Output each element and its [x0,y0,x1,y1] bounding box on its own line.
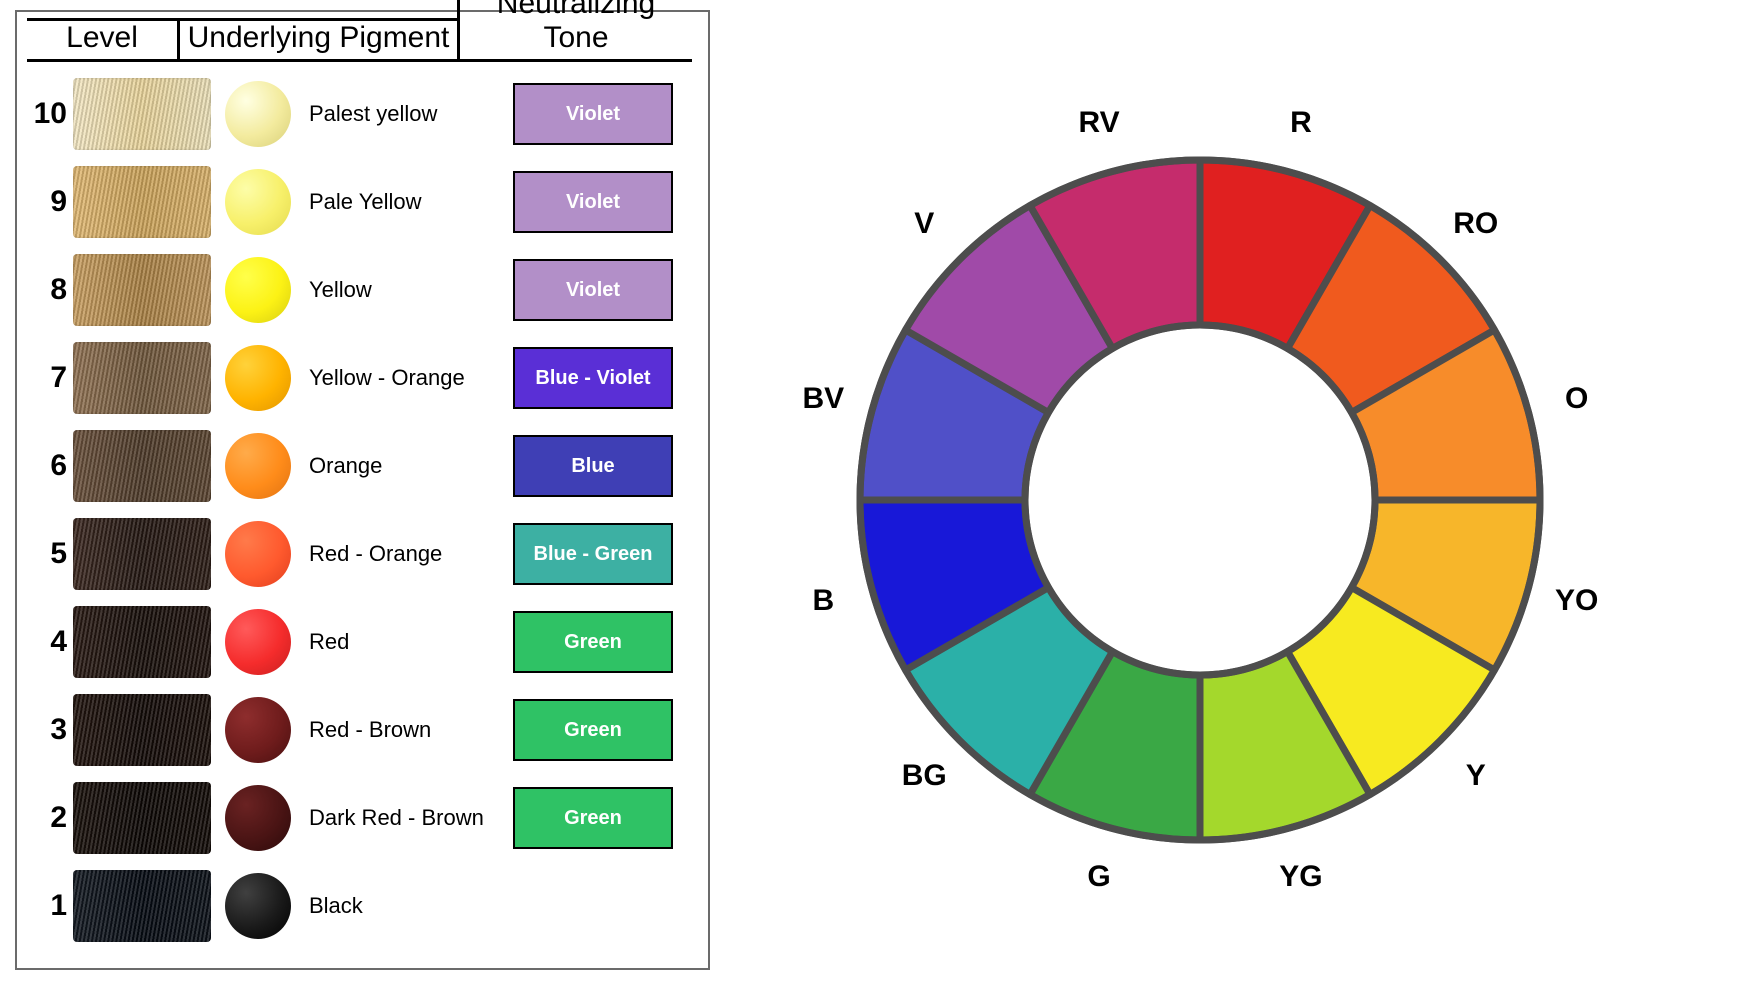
neutralizing-tone: Green [513,699,673,761]
hair-swatch [73,254,211,326]
hair-swatch [73,870,211,942]
header-neutralize: Neutralizing Tone [457,0,692,62]
wheel-label-yg: YG [1279,860,1322,894]
table-row: 4 RedGreen [27,598,698,686]
wheel-label-b: B [812,584,834,618]
neutralizing-tone: Violet [513,83,673,145]
level-number: 3 [27,713,73,747]
pigment-name: Red [309,629,509,655]
wheel-label-rv: RV [1078,106,1119,140]
wheel-label-o: O [1565,382,1588,416]
level-number: 1 [27,889,73,923]
pigment-name: Orange [309,453,509,479]
neutralizing-tone: Green [513,787,673,849]
level-number: 9 [27,185,73,219]
neutralizing-tone: Violet [513,259,673,321]
header-pigment: Underlying Pigment [177,18,457,62]
hair-swatch [73,606,211,678]
wheel-label-bv: BV [802,382,844,416]
table-body: 10Palest yellowViolet9Pale YellowViolet8… [27,70,698,950]
pigment-ball [225,785,291,851]
level-number: 7 [27,361,73,395]
neutralizing-tone: Blue - Violet [513,347,673,409]
level-number: 6 [27,449,73,483]
hair-swatch [73,78,211,150]
pigment-ball [225,433,291,499]
neutralizing-tone: Blue - Green [513,523,673,585]
hair-swatch [73,518,211,590]
wheel-inner-ring [1025,325,1375,675]
wheel-label-r: R [1290,106,1312,140]
pigment-ball [225,169,291,235]
pigment-ball [225,257,291,323]
level-number: 4 [27,625,73,659]
pigment-ball [225,81,291,147]
table-row: 8 YellowViolet [27,246,698,334]
pigment-name: Dark Red - Brown [309,805,509,831]
wheel-label-yo: YO [1555,584,1598,618]
neutralizing-tone: Green [513,611,673,673]
pigment-ball [225,521,291,587]
color-wheel: R RO O YO Y YG G BG B BV V RV [770,70,1670,970]
hair-swatch [73,782,211,854]
wheel-label-v: V [914,207,934,241]
color-wheel-svg [770,70,1630,930]
neutralizing-tone: Blue [513,435,673,497]
pigment-ball [225,345,291,411]
wheel-label-bg: BG [902,759,947,793]
neutralizing-tone: Violet [513,171,673,233]
table-row: 3 Red - BrownGreen [27,686,698,774]
table-header-row: Level Underlying Pigment Neutralizing To… [27,18,698,62]
hair-swatch [73,342,211,414]
table-row: 5 Red - OrangeBlue - Green [27,510,698,598]
hair-swatch [73,430,211,502]
pigment-table: Level Underlying Pigment Neutralizing To… [15,10,710,970]
table-row: 1 Black [27,862,698,950]
hair-swatch [73,166,211,238]
pigment-name: Palest yellow [309,101,509,127]
pigment-name: Black [309,893,509,919]
pigment-name: Pale Yellow [309,189,509,215]
wheel-label-ro: RO [1453,207,1498,241]
table-row: 2 Dark Red - BrownGreen [27,774,698,862]
pigment-name: Yellow [309,277,509,303]
table-row: 10 Palest yellowViolet [27,70,698,158]
wheel-label-y: Y [1466,759,1486,793]
page: Level Underlying Pigment Neutralizing To… [0,0,1750,991]
level-number: 8 [27,273,73,307]
header-level: Level [27,18,177,62]
pigment-ball [225,609,291,675]
pigment-ball [225,697,291,763]
pigment-ball [225,873,291,939]
table-row: 7 Yellow - OrangeBlue - Violet [27,334,698,422]
pigment-name: Red - Orange [309,541,509,567]
level-number: 10 [27,97,73,131]
table-row: 6 OrangeBlue [27,422,698,510]
table-row: 9 Pale YellowViolet [27,158,698,246]
level-number: 2 [27,801,73,835]
pigment-name: Red - Brown [309,717,509,743]
wheel-label-g: G [1087,860,1110,894]
pigment-name: Yellow - Orange [309,365,509,391]
level-number: 5 [27,537,73,571]
hair-swatch [73,694,211,766]
